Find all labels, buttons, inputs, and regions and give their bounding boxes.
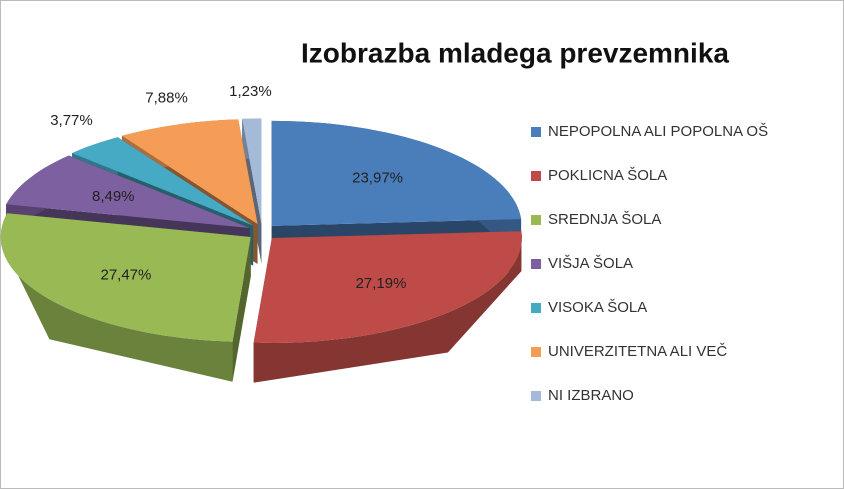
chart-title: Izobrazba mladega prevzemnika: [301, 37, 729, 68]
data-label: 27,19%: [356, 275, 407, 292]
slice: [242, 118, 262, 224]
legend-label: SREDNJA ŠOLA: [548, 211, 661, 228]
legend-swatch: [531, 127, 541, 137]
data-label: 1,23%: [229, 83, 272, 100]
data-label: 3,77%: [50, 112, 93, 129]
legend-label: POKLICNA ŠOLA: [548, 167, 667, 184]
legend-swatch: [531, 259, 541, 269]
legend-swatch: [531, 171, 541, 181]
legend-label: VISOKA ŠOLA: [548, 299, 647, 316]
pie-tops: [0, 118, 522, 343]
legend-label: NEPOPOLNA ALI POPOLNA OŠ: [548, 123, 768, 140]
slice: [6, 155, 250, 229]
data-label: 8,49%: [92, 188, 135, 205]
data-label: 23,97%: [352, 169, 403, 186]
slice: [271, 120, 522, 226]
slice: [253, 231, 522, 343]
slice-wall: [253, 231, 522, 383]
data-label: 27,47%: [100, 267, 151, 284]
legend-label: UNIVERZITETNA ALI VEČ: [548, 343, 727, 360]
slice-wall: [0, 213, 233, 382]
legend-swatch: [531, 347, 541, 357]
legend-swatch: [531, 303, 541, 313]
slice: [0, 213, 251, 342]
data-label: 7,88%: [145, 90, 188, 107]
legend-label: VIŠJA ŠOLA: [548, 255, 633, 272]
legend-label: NI IZBRANO: [548, 387, 634, 404]
legend-swatch: [531, 215, 541, 225]
legend-swatch: [531, 391, 541, 401]
slice: [72, 137, 254, 226]
slice: [122, 119, 258, 225]
